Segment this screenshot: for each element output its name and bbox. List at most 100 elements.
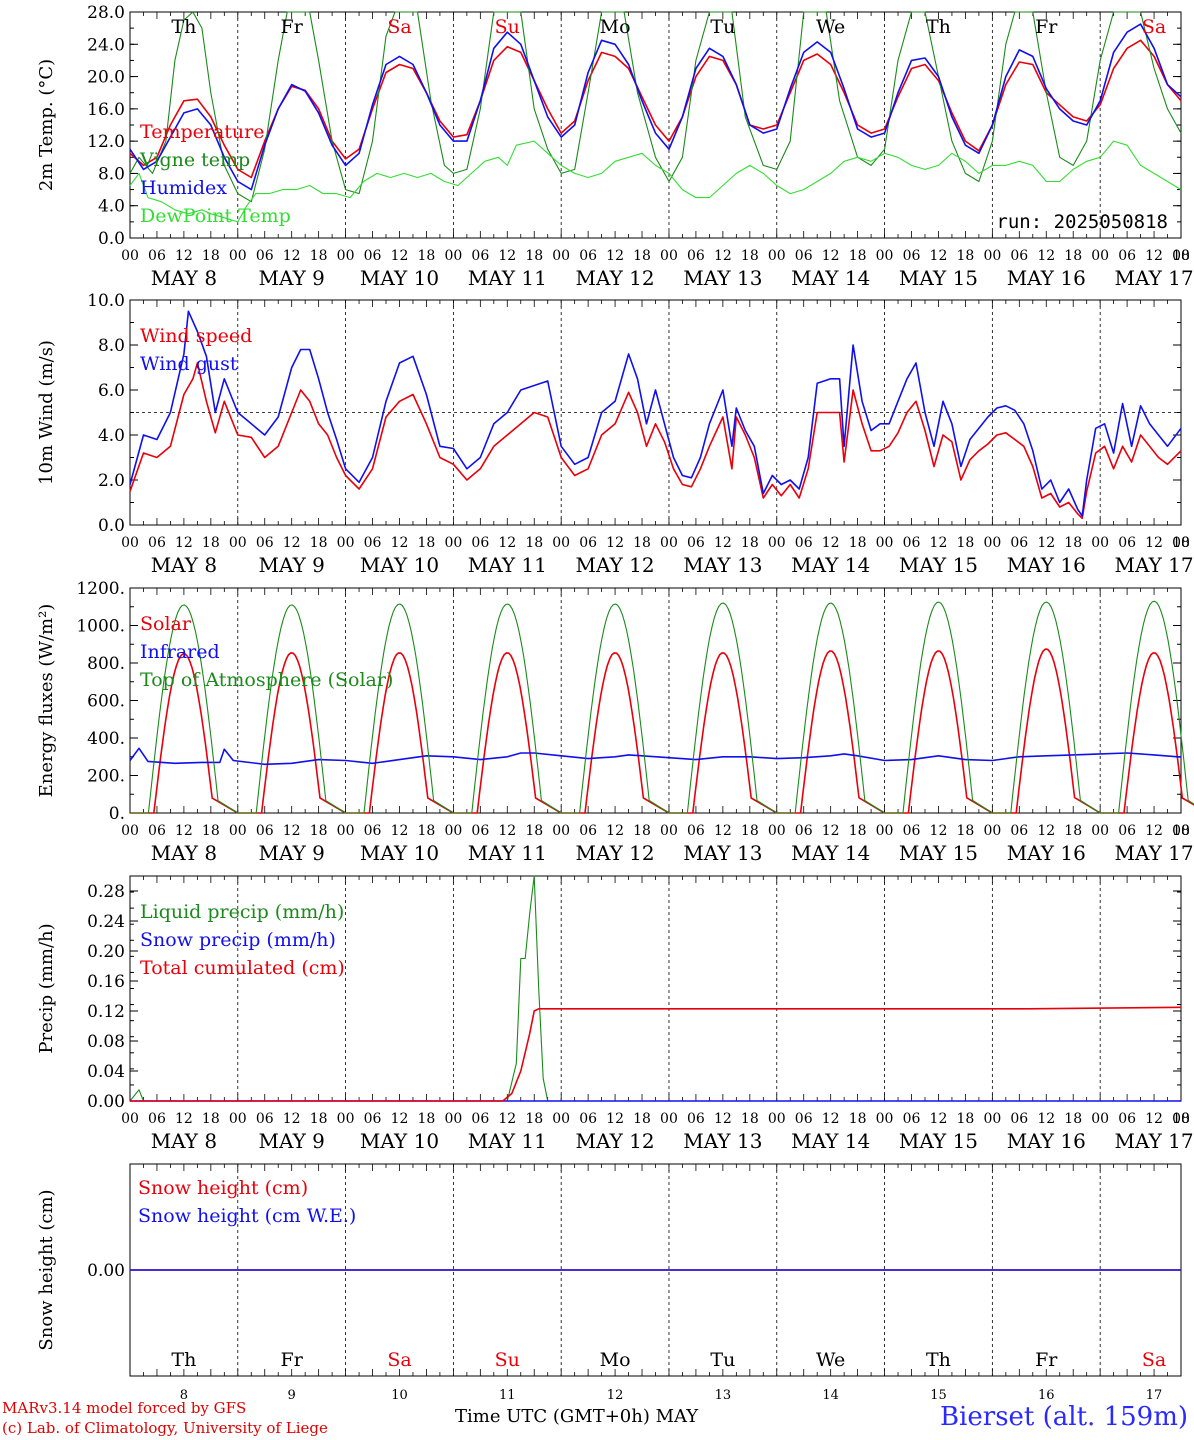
x-hour-label: 06 <box>256 823 274 839</box>
y-tick-label: 0.20 <box>87 942 125 962</box>
weekday-label: Su <box>495 16 520 38</box>
panel-3: 0. 200. 400. 600. 800. 1000. 1200. Energy fluxe… <box>36 579 1194 865</box>
legend-entry: DewPoint Temp <box>140 205 291 227</box>
x-hour-label: 18 <box>741 535 759 551</box>
x-hour-label: 06 <box>256 248 274 264</box>
x-hour-label: 06 <box>687 823 705 839</box>
x-day-number: 14 <box>822 1388 839 1403</box>
y-tick-label: 0.16 <box>87 972 125 992</box>
x-day-label: MAY 9 <box>258 841 324 865</box>
x-hour-label: 18 <box>310 1111 328 1127</box>
x-hour-label: 18 <box>741 823 759 839</box>
x-hour-label: 12 <box>1037 1111 1055 1127</box>
x-day-label: MAY 8 <box>151 1129 217 1153</box>
x-day-label: MAY 10 <box>360 266 439 290</box>
x-hour-label: 12 <box>175 535 193 551</box>
y-tick-label: 0.0 <box>98 229 125 249</box>
x-axis-month: MAY <box>655 1406 699 1427</box>
x-hour-label: 06 <box>471 248 489 264</box>
x-hour-label: 00 <box>768 248 786 264</box>
x-hour-label: 06 <box>903 1111 921 1127</box>
x-day-label: MAY 11 <box>468 266 547 290</box>
x-hour-label: 00 <box>1172 823 1190 839</box>
x-hour-label: 12 <box>822 535 840 551</box>
x-hour-label: 18 <box>202 1111 220 1127</box>
weekday-label: Sa <box>387 16 411 38</box>
legend-entry: Vigne temp <box>139 149 250 171</box>
x-day-label: MAY 14 <box>791 553 870 577</box>
x-hour-label: 00 <box>768 1111 786 1127</box>
x-hour-label: 00 <box>1091 1111 1109 1127</box>
panel-4: 0.00 0.04 0.08 0.12 0.16 0.20 0.24 0.28 Precip (… <box>36 875 1194 1153</box>
x-hour-label: 12 <box>391 535 409 551</box>
x-hour-label: 00 <box>337 535 355 551</box>
x-day-label: MAY 13 <box>683 1129 762 1153</box>
y-axis-title: Energy fluxes (W/m²) <box>36 604 57 798</box>
x-hour-label: 18 <box>1064 248 1082 264</box>
x-hour-label: 06 <box>256 1111 274 1127</box>
x-hour-label: 00 <box>660 823 678 839</box>
x-hour-label: 18 <box>418 1111 436 1127</box>
x-hour-label: 18 <box>633 248 651 264</box>
y-tick-label: 16.0 <box>87 100 125 120</box>
legend-entry: Snow precip (mm/h) <box>140 929 336 951</box>
x-day-label: MAY 15 <box>899 553 978 577</box>
x-hour-label: 06 <box>148 535 166 551</box>
x-hour-label: 00 <box>876 823 894 839</box>
weekday-label: Th <box>926 16 951 38</box>
x-hour-label: 12 <box>714 248 732 264</box>
x-hour-label: 18 <box>1064 535 1082 551</box>
x-hour-label: 06 <box>795 248 813 264</box>
x-day-label: MAY 16 <box>1007 1129 1086 1153</box>
x-day-label: MAY 13 <box>683 553 762 577</box>
x-hour-label: 12 <box>606 535 624 551</box>
x-hour-label: 00 <box>444 535 462 551</box>
x-hour-label: 00 <box>121 1111 139 1127</box>
legend-entry: Top of Atmosphere (Solar) <box>140 669 393 691</box>
x-hour-label: 18 <box>1172 1111 1190 1127</box>
x-hour-label: 12 <box>714 1111 732 1127</box>
weekday-label: Sa <box>1142 1349 1166 1371</box>
x-day-label: MAY 8 <box>151 553 217 577</box>
weekday-label: Fr <box>281 1349 304 1371</box>
x-axis-title-text: Time UTC (GMT+0h) <box>455 1406 650 1427</box>
legend-entry: Infrared <box>140 641 220 663</box>
weekday-label: Fr <box>1035 16 1058 38</box>
y-tick-label: 4.0 <box>98 197 125 217</box>
weekday-label: Th <box>171 1349 196 1371</box>
x-day-label: MAY 17 <box>1114 841 1193 865</box>
y-tick-label: 0.12 <box>87 1002 125 1022</box>
legend-entry: Wind speed <box>140 325 252 347</box>
x-hour-label: 00 <box>229 248 247 264</box>
panel-1: 0.0 4.0 8.0 12.0 16.0 20.0 24.0 28.0 2m Temp. (°… <box>36 3 1194 290</box>
x-day-label: MAY 11 <box>468 553 547 577</box>
x-day-label: MAY 15 <box>899 266 978 290</box>
x-hour-label: 12 <box>714 535 732 551</box>
series-line-wind-gust <box>129 310 1182 517</box>
x-hour-label: 12 <box>822 248 840 264</box>
x-hour-label: 00 <box>444 823 462 839</box>
x-day-number: 8 <box>180 1388 188 1403</box>
x-hour-label: 00 <box>660 535 678 551</box>
x-hour-label: 12 <box>822 1111 840 1127</box>
x-hour-label: 12 <box>498 823 516 839</box>
x-hour-label: 18 <box>202 823 220 839</box>
x-hour-label: 06 <box>471 823 489 839</box>
x-hour-label: 00 <box>552 248 570 264</box>
x-day-label: MAY 12 <box>576 1129 655 1153</box>
x-hour-label: 00 <box>1172 535 1190 551</box>
x-hour-label: 00 <box>1172 1111 1190 1127</box>
x-hour-label: 06 <box>687 535 705 551</box>
legend-entry: Snow height (cm) <box>138 1177 308 1199</box>
x-hour-label: 06 <box>364 248 382 264</box>
x-day-label: MAY 12 <box>576 553 655 577</box>
y-tick-label: 0.28 <box>87 882 125 902</box>
x-hour-label: 18 <box>849 248 867 264</box>
x-hour-label: 00 <box>121 248 139 264</box>
x-day-label: MAY 8 <box>151 841 217 865</box>
x-hour-label: 00 <box>1091 535 1109 551</box>
x-hour-label: 18 <box>741 248 759 264</box>
panel-2: 0.0 2.0 4.0 6.0 8.0 10.0 10m Wind (m/s) Wind sp… <box>36 291 1194 577</box>
x-hour-label: 00 <box>229 535 247 551</box>
x-hour-label: 12 <box>1145 823 1163 839</box>
